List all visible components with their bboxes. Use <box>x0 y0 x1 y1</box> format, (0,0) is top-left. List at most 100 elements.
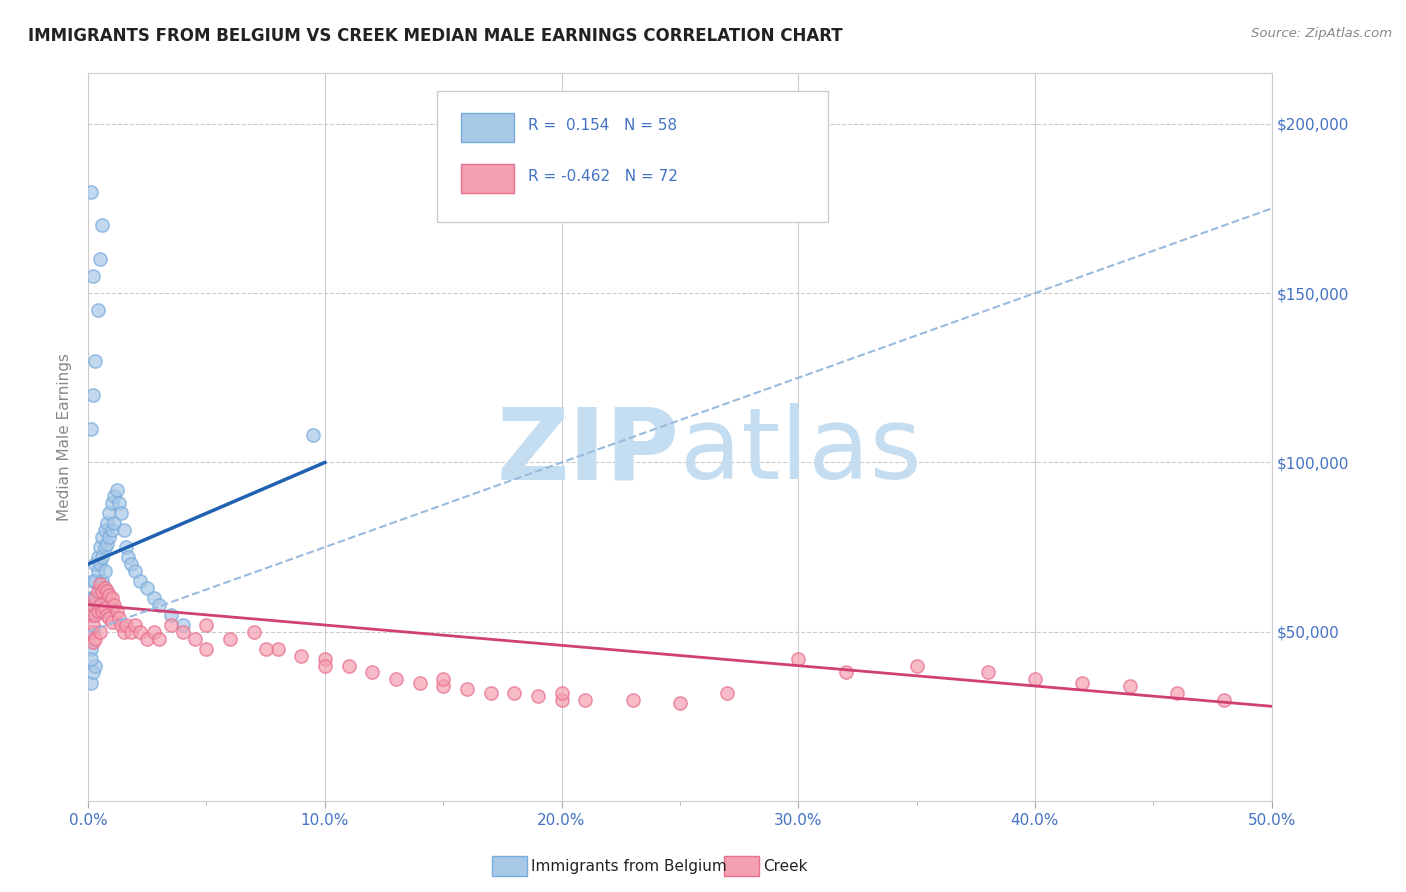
Point <box>120 624 142 639</box>
Point <box>93 540 115 554</box>
FancyBboxPatch shape <box>461 113 515 142</box>
Point <box>136 581 159 595</box>
Point <box>103 489 125 503</box>
Point <box>302 428 325 442</box>
Point <box>172 624 194 639</box>
Point <box>112 624 135 639</box>
Point <box>527 689 550 703</box>
Point <box>1118 679 1140 693</box>
Point <box>105 483 128 497</box>
Point <box>79 624 101 639</box>
Point <box>160 607 183 622</box>
Point <box>82 591 104 605</box>
Point <box>124 618 146 632</box>
Point <box>432 679 454 693</box>
Point <box>91 574 114 588</box>
Point <box>110 618 132 632</box>
Point <box>385 672 408 686</box>
Point <box>101 615 124 629</box>
Point <box>101 591 124 605</box>
Point <box>84 658 107 673</box>
Point <box>86 591 108 605</box>
Point <box>82 269 104 284</box>
Point <box>98 530 121 544</box>
Point <box>82 624 104 639</box>
Point <box>86 303 108 318</box>
Point <box>124 564 146 578</box>
Point <box>143 591 166 605</box>
Point <box>1166 686 1188 700</box>
Point <box>86 550 108 565</box>
Point <box>84 607 107 622</box>
Point <box>172 618 194 632</box>
Point <box>79 624 101 639</box>
Point <box>84 354 107 368</box>
Point <box>337 658 360 673</box>
Point <box>84 574 107 588</box>
Point <box>503 686 526 700</box>
Point <box>82 598 104 612</box>
Point <box>93 523 115 537</box>
Point <box>96 537 118 551</box>
Point <box>96 516 118 531</box>
Point <box>91 605 114 619</box>
Point <box>101 523 124 537</box>
Point <box>550 686 572 700</box>
Point <box>361 665 384 680</box>
Point <box>103 516 125 531</box>
Point <box>89 598 111 612</box>
Point <box>432 672 454 686</box>
Point <box>314 658 336 673</box>
Text: Source: ZipAtlas.com: Source: ZipAtlas.com <box>1251 27 1392 40</box>
Point <box>84 598 107 612</box>
Text: ZIP: ZIP <box>496 403 681 500</box>
Point <box>290 648 312 663</box>
Point <box>82 607 104 622</box>
Point <box>112 523 135 537</box>
Point <box>89 577 111 591</box>
Point <box>148 598 170 612</box>
Point <box>254 641 277 656</box>
Point <box>105 605 128 619</box>
Point <box>314 652 336 666</box>
Point <box>1213 692 1236 706</box>
Point <box>82 574 104 588</box>
Point <box>98 588 121 602</box>
FancyBboxPatch shape <box>461 164 515 194</box>
Point <box>93 564 115 578</box>
Point <box>129 624 152 639</box>
Point <box>79 641 101 656</box>
Point <box>574 692 596 706</box>
Point <box>266 641 288 656</box>
Point <box>91 219 114 233</box>
Point <box>98 611 121 625</box>
Text: Creek: Creek <box>763 859 808 873</box>
Point <box>89 540 111 554</box>
Point <box>91 584 114 599</box>
Point <box>96 607 118 622</box>
Point <box>716 686 738 700</box>
Point <box>84 557 107 571</box>
Point <box>89 624 111 639</box>
Point <box>408 675 430 690</box>
Point <box>129 574 152 588</box>
Point <box>89 557 111 571</box>
Point <box>93 601 115 615</box>
Point <box>243 624 266 639</box>
Text: R =  0.154   N = 58: R = 0.154 N = 58 <box>529 118 678 133</box>
Point <box>103 598 125 612</box>
Point <box>143 624 166 639</box>
Point <box>86 584 108 599</box>
Point <box>93 581 115 595</box>
Point <box>108 496 131 510</box>
Point <box>91 530 114 544</box>
Point <box>479 686 502 700</box>
Text: Immigrants from Belgium: Immigrants from Belgium <box>531 859 727 873</box>
Point <box>115 618 138 632</box>
Point <box>787 652 810 666</box>
Point <box>79 652 101 666</box>
Text: R = -0.462   N = 72: R = -0.462 N = 72 <box>529 169 678 184</box>
Text: atlas: atlas <box>681 403 921 500</box>
Point <box>86 564 108 578</box>
Point <box>79 421 101 435</box>
